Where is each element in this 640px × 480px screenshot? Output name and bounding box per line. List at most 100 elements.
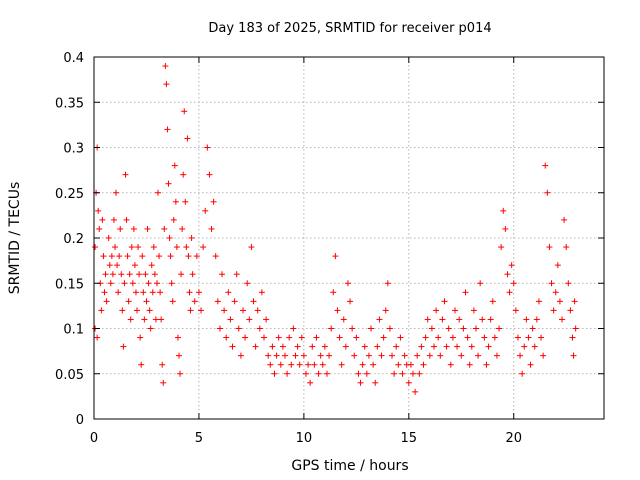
data-point [407, 361, 414, 368]
data-point [470, 307, 477, 314]
data-point [235, 325, 242, 332]
y-tick-label: 0.35 [55, 96, 84, 111]
data-point [561, 216, 568, 223]
data-point [493, 352, 500, 359]
data-point [445, 325, 452, 332]
data-point [491, 334, 498, 341]
data-point [212, 253, 219, 260]
data-point [510, 280, 517, 287]
data-point [485, 343, 492, 350]
data-point [160, 379, 167, 386]
data-point [123, 216, 130, 223]
data-point [328, 325, 335, 332]
data-point [332, 253, 339, 260]
data-point [168, 280, 175, 287]
data-point [498, 244, 505, 251]
data-point [275, 334, 282, 341]
data-point [102, 271, 109, 278]
data-point [489, 298, 496, 305]
data-point [472, 325, 479, 332]
data-point [437, 352, 444, 359]
data-point [252, 343, 259, 350]
data-point [246, 316, 253, 323]
data-point [384, 280, 391, 287]
data-point [340, 316, 347, 323]
data-point [166, 235, 173, 241]
x-axis-label: GPS time / hours [291, 458, 408, 474]
data-point [115, 289, 122, 296]
data-point [554, 262, 561, 269]
x-tick-label: 0 [90, 431, 98, 446]
data-point [269, 343, 276, 350]
data-point [140, 289, 147, 296]
data-point [569, 334, 576, 341]
data-point [462, 289, 469, 296]
data-point [386, 325, 393, 332]
data-point [193, 253, 200, 260]
data-point [361, 343, 368, 350]
data-point [105, 235, 112, 241]
data-point [265, 352, 272, 359]
data-point [187, 307, 194, 314]
data-point [529, 325, 536, 332]
data-point [496, 325, 503, 332]
data-point [286, 334, 293, 341]
data-point [171, 162, 178, 169]
data-point [121, 280, 128, 287]
y-tick-label: 0.1 [63, 323, 84, 338]
x-tick-label: 15 [401, 431, 418, 446]
data-point [323, 370, 330, 377]
axis-ticks [93, 56, 604, 420]
data-point [382, 307, 389, 314]
data-point [181, 108, 188, 115]
y-tick-label: 0.05 [55, 368, 84, 383]
data-point [142, 271, 149, 278]
data-point [129, 280, 136, 287]
data-point [370, 361, 377, 368]
data-point [128, 244, 135, 251]
data-point [426, 352, 433, 359]
data-point [254, 307, 261, 314]
data-point [565, 280, 572, 287]
data-point [101, 289, 108, 296]
data-point [210, 198, 217, 205]
data-point [284, 370, 291, 377]
data-point [500, 207, 507, 214]
data-point [229, 343, 236, 350]
data-point [119, 307, 126, 314]
data-point [159, 361, 166, 368]
y-tick-label: 0.3 [63, 142, 84, 157]
data-point [330, 289, 337, 296]
data-point [162, 63, 169, 70]
data-point [95, 207, 102, 214]
data-point [141, 316, 148, 323]
data-point [138, 361, 145, 368]
data-point [188, 235, 195, 241]
data-point [223, 334, 230, 341]
data-point [146, 307, 153, 314]
data-point [479, 316, 486, 323]
data-point [353, 334, 360, 341]
data-point [475, 352, 482, 359]
data-point [273, 352, 280, 359]
y-tick-label: 0.4 [63, 51, 84, 66]
data-point [114, 262, 121, 269]
data-point [143, 298, 150, 305]
data-point [150, 244, 157, 251]
data-point [157, 289, 164, 296]
grid-layer [94, 57, 604, 419]
data-point [359, 361, 366, 368]
data-point [376, 316, 383, 323]
data-point [321, 343, 328, 350]
data-point [261, 334, 267, 341]
data-point [172, 198, 179, 205]
data-point [182, 198, 189, 205]
data-point [263, 316, 270, 323]
y-tick-label: 0.25 [55, 187, 84, 202]
data-point [393, 343, 400, 350]
data-point [454, 343, 461, 350]
data-point [420, 361, 427, 368]
data-point [169, 298, 176, 305]
data-point [431, 343, 437, 350]
data-point [153, 280, 160, 287]
